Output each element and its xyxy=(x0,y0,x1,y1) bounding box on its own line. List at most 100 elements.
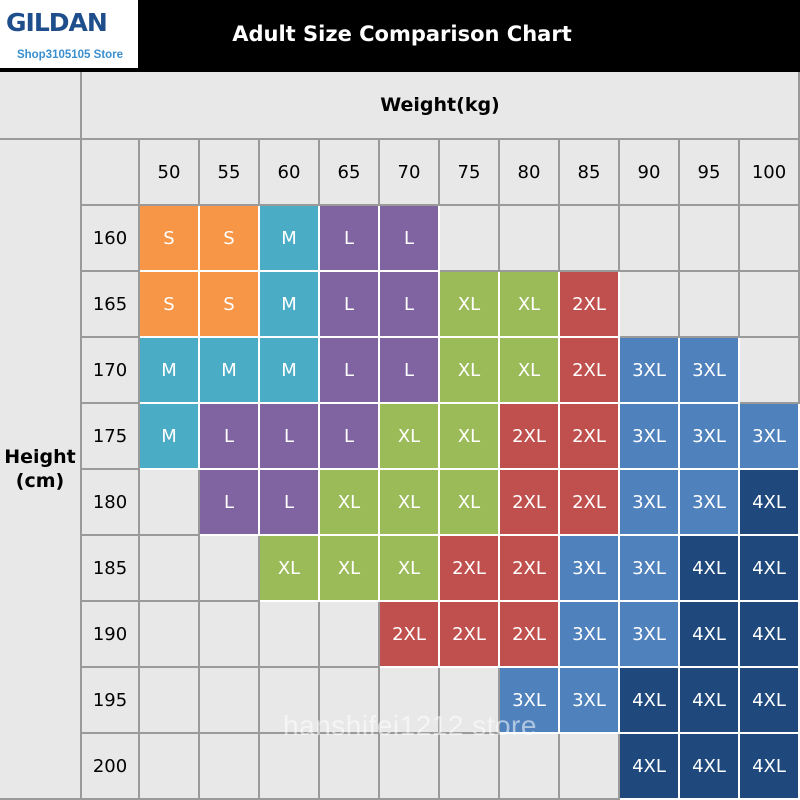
empty-cell xyxy=(140,734,200,800)
size-cell: 4XL xyxy=(620,668,680,734)
size-cell: XL xyxy=(380,470,440,536)
size-cell: 3XL xyxy=(620,338,680,404)
size-cell: S xyxy=(200,206,260,272)
size-cell: 3XL xyxy=(500,668,560,734)
size-cell: L xyxy=(260,470,320,536)
empty-cell xyxy=(260,602,320,668)
weight-tick-90: 90 xyxy=(620,140,680,206)
empty-cell xyxy=(740,338,800,404)
weight-tick-95: 95 xyxy=(680,140,740,206)
empty-cell xyxy=(740,206,800,272)
size-cell: 4XL xyxy=(740,734,800,800)
weight-tick-70: 70 xyxy=(380,140,440,206)
size-cell: 2XL xyxy=(560,470,620,536)
size-cell: L xyxy=(320,338,380,404)
size-cell: XL xyxy=(440,338,500,404)
weight-tick-50: 50 xyxy=(140,140,200,206)
size-cell: 4XL xyxy=(680,602,740,668)
weight-tick-85: 85 xyxy=(560,140,620,206)
size-cell: 4XL xyxy=(740,668,800,734)
weight-tick-80: 80 xyxy=(500,140,560,206)
height-tick-195: 195 xyxy=(82,668,140,734)
size-cell: M xyxy=(260,272,320,338)
logo-brand: GILDAN xyxy=(6,8,108,37)
size-cell: L xyxy=(380,206,440,272)
empty-cell xyxy=(680,272,740,338)
weight-tick-60: 60 xyxy=(260,140,320,206)
size-cell: XL xyxy=(380,536,440,602)
weight-tick-75: 75 xyxy=(440,140,500,206)
gildan-logo xyxy=(0,0,138,68)
size-cell: S xyxy=(140,206,200,272)
height-tick-180: 180 xyxy=(82,470,140,536)
empty-cell xyxy=(380,734,440,800)
size-cell: M xyxy=(140,338,200,404)
size-cell: XL xyxy=(380,404,440,470)
size-cell: XL xyxy=(320,536,380,602)
weight-tick-100: 100 xyxy=(740,140,800,206)
size-cell: S xyxy=(200,272,260,338)
size-cell: 2XL xyxy=(380,602,440,668)
size-cell: XL xyxy=(320,470,380,536)
size-cell: L xyxy=(320,206,380,272)
size-cell: XL xyxy=(500,272,560,338)
weight-tick-55: 55 xyxy=(200,140,260,206)
size-cell: 3XL xyxy=(680,470,740,536)
empty-cell xyxy=(500,734,560,800)
size-cell: L xyxy=(320,404,380,470)
empty-cell xyxy=(500,206,560,272)
size-cell: 3XL xyxy=(620,536,680,602)
chart-title: Adult Size Comparison Chart xyxy=(232,22,572,46)
size-cell: L xyxy=(260,404,320,470)
size-cell: 2XL xyxy=(440,536,500,602)
empty-cell xyxy=(200,536,260,602)
size-cell: 3XL xyxy=(740,404,800,470)
empty-cell xyxy=(260,734,320,800)
y-axis-label-line2: (cm) xyxy=(15,470,65,492)
size-cell: XL xyxy=(440,272,500,338)
size-cell: 4XL xyxy=(680,668,740,734)
size-cell: 4XL xyxy=(740,602,800,668)
height-tick-165: 165 xyxy=(82,272,140,338)
size-cell: XL xyxy=(500,338,560,404)
empty-cell xyxy=(200,602,260,668)
size-cell: XL xyxy=(440,470,500,536)
size-cell: 4XL xyxy=(740,536,800,602)
size-cell: L xyxy=(380,338,440,404)
size-cell: 3XL xyxy=(620,602,680,668)
empty-cell xyxy=(320,602,380,668)
tick-corner-cell xyxy=(82,140,140,206)
weight-tick-65: 65 xyxy=(320,140,380,206)
size-cell: 4XL xyxy=(740,470,800,536)
empty-cell xyxy=(740,272,800,338)
height-tick-185: 185 xyxy=(82,536,140,602)
empty-cell xyxy=(440,734,500,800)
empty-cell xyxy=(440,206,500,272)
size-cell: 4XL xyxy=(680,536,740,602)
size-cell: M xyxy=(260,338,320,404)
size-cell: 2XL xyxy=(560,272,620,338)
size-cell: L xyxy=(200,470,260,536)
size-cell: XL xyxy=(440,404,500,470)
size-cell: 2XL xyxy=(500,602,560,668)
size-cell: 2XL xyxy=(560,404,620,470)
size-cell: L xyxy=(320,272,380,338)
size-cell: L xyxy=(380,272,440,338)
height-tick-175: 175 xyxy=(82,404,140,470)
height-tick-160: 160 xyxy=(82,206,140,272)
empty-cell xyxy=(620,272,680,338)
empty-cell xyxy=(200,734,260,800)
y-axis-label-line1: Height xyxy=(4,446,76,468)
size-cell: 3XL xyxy=(560,668,620,734)
size-cell: 3XL xyxy=(680,338,740,404)
height-tick-200: 200 xyxy=(82,734,140,800)
size-cell: 3XL xyxy=(560,536,620,602)
size-cell: M xyxy=(200,338,260,404)
empty-cell xyxy=(200,668,260,734)
size-cell: 2XL xyxy=(440,602,500,668)
size-cell: L xyxy=(200,404,260,470)
y-axis-label: Height (cm) xyxy=(0,140,82,800)
size-cell: 3XL xyxy=(680,404,740,470)
empty-cell xyxy=(440,668,500,734)
size-cell: 2XL xyxy=(500,470,560,536)
